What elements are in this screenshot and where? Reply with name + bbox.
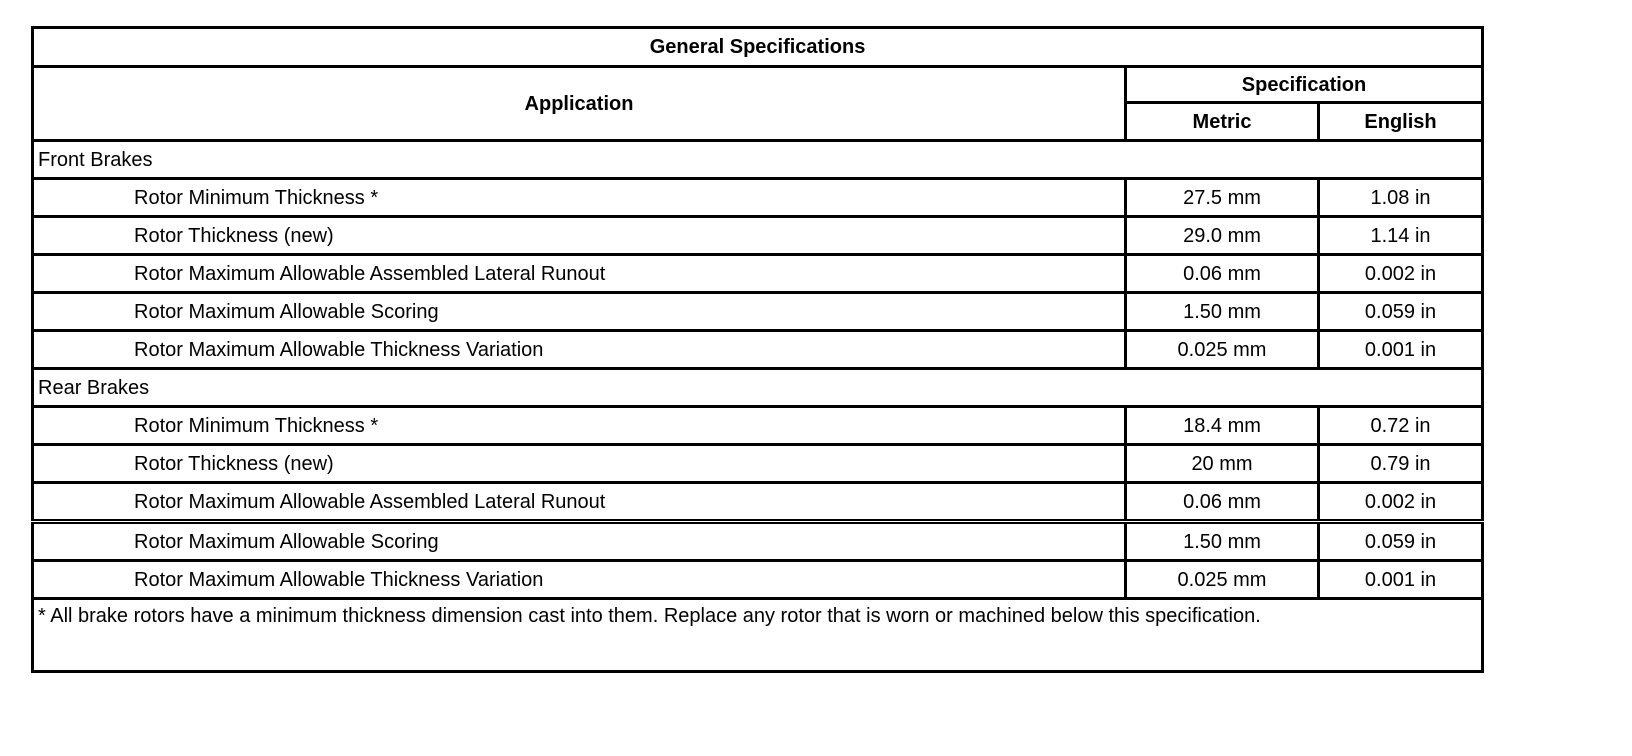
group-row: Rear Brakes [30,367,1485,408]
english-cell: 0.001 in [1316,559,1485,600]
table-row: Rotor Maximum Allowable Scoring 1.50 mm 0.… [31,291,1485,332]
group-row: Front Brakes [30,139,1485,180]
english-cell: 0.059 in [1316,291,1485,332]
english-cell: 0.72 in [1316,405,1485,446]
table-row: Rotor Thickness (new) 29.0 mm 1.14 in [31,215,1485,256]
application-cell: Rotor Maximum Allowable Scoring [31,519,1127,562]
english-cell: 0.79 in [1316,443,1485,484]
application-cell: Rotor Minimum Thickness * [31,177,1127,218]
metric-cell: 0.025 mm [1124,329,1320,370]
table-row: Rotor Thickness (new) 20 mm 0.79 in [31,443,1485,484]
english-cell: 0.002 in [1316,253,1485,294]
table-row: Rotor Maximum Allowable Assembled Latera… [31,253,1485,294]
general-specifications-table: General Specifications Application Speci… [30,26,1485,673]
application-cell: Rotor Maximum Allowable Assembled Latera… [31,481,1127,523]
application-cell: Rotor Maximum Allowable Scoring [31,291,1127,332]
group-label: Rear Brakes [30,367,1485,408]
specification-header: Specification [1123,65,1485,104]
application-cell: Rotor Thickness (new) [31,443,1127,484]
metric-cell: 1.50 mm [1124,519,1320,562]
metric-cell: 27.5 mm [1124,177,1320,218]
metric-cell: 18.4 mm [1124,405,1320,446]
english-header: English [1316,101,1485,142]
application-header: Application [31,65,1127,142]
metric-cell: 29.0 mm [1124,215,1320,256]
table-row: Rotor Maximum Allowable Assembled Latera… [31,481,1485,523]
table-row: Rotor Minimum Thickness * 18.4 mm 0.72 in [31,405,1485,446]
footnote-row: * All brake rotors have a minimum thickn… [30,597,1485,673]
metric-cell: 1.50 mm [1124,291,1320,332]
table-row: Rotor Maximum Allowable Scoring 1.50 mm 0.… [31,519,1485,562]
metric-cell: 20 mm [1124,443,1320,484]
subheader-row: Metric English [33,101,1485,142]
table-row: Rotor Maximum Allowable Thickness Variat… [31,559,1485,600]
application-cell: Rotor Maximum Allowable Thickness Variat… [31,559,1127,600]
application-cell: Rotor Maximum Allowable Thickness Variat… [31,329,1127,370]
english-cell: 1.08 in [1316,177,1485,218]
group-label: Front Brakes [30,139,1485,180]
metric-header: Metric [1124,101,1320,142]
metric-cell: 0.025 mm [1124,559,1320,600]
english-cell: 0.001 in [1316,329,1485,370]
table-title-row: General Specifications [30,26,1485,68]
english-cell: 1.14 in [1316,215,1485,256]
header-row: Application Specification [31,65,1485,142]
footnote: * All brake rotors have a minimum thickn… [30,597,1485,673]
table-row: Rotor Maximum Allowable Thickness Variat… [31,329,1485,370]
metric-cell: 0.06 mm [1124,481,1320,523]
table-title: General Specifications [30,26,1485,68]
english-cell: 0.002 in [1316,481,1485,523]
application-cell: Rotor Minimum Thickness * [31,405,1127,446]
english-cell: 0.059 in [1316,519,1485,562]
application-cell: Rotor Thickness (new) [31,215,1127,256]
table-row: Rotor Minimum Thickness * 27.5 mm 1.08 in [31,177,1485,218]
application-cell: Rotor Maximum Allowable Assembled Latera… [31,253,1127,294]
metric-cell: 0.06 mm [1124,253,1320,294]
